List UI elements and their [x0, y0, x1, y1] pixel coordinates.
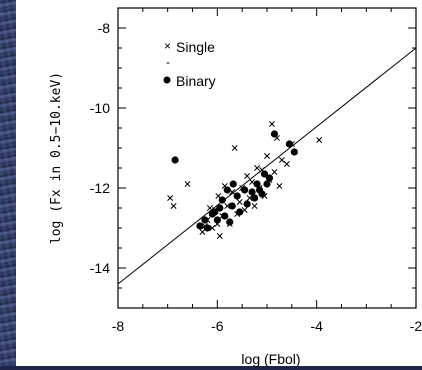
binary-point [270, 130, 279, 138]
single-point-stroke [259, 167, 265, 173]
single-point [209, 225, 216, 231]
x-axis-label: log (Fbol) [241, 351, 300, 367]
single-point-stroke [221, 183, 228, 189]
binary-point [285, 140, 293, 148]
binary-point [211, 208, 219, 216]
single-point [236, 199, 243, 205]
single-point [206, 205, 213, 211]
single-point [264, 153, 270, 159]
single-point-stroke [276, 183, 283, 189]
plot-frame [117, 7, 417, 309]
single-point-stroke [215, 193, 222, 199]
single-point-stroke [273, 135, 280, 141]
single-point [199, 229, 206, 235]
single-point-stroke [231, 145, 238, 151]
single-point-stroke [264, 153, 270, 159]
binary-point [265, 174, 274, 182]
single-point [244, 173, 251, 179]
binary-point [250, 194, 259, 202]
single-point [254, 165, 261, 171]
single-point-stroke [199, 229, 206, 235]
binary-point [229, 180, 237, 188]
single-point-stroke [224, 203, 231, 209]
single-point-stroke [283, 161, 290, 167]
single-point [184, 181, 191, 187]
single-point-stroke [316, 137, 323, 143]
single-point [271, 169, 278, 175]
binary-point [226, 218, 234, 226]
y-tick-label: -14 [90, 260, 110, 276]
legend-single-label: Single [176, 39, 215, 55]
single-point [276, 183, 283, 189]
binary-point [223, 186, 231, 194]
single-point-stroke [249, 179, 256, 185]
binary-point [203, 224, 211, 232]
binary-point [263, 180, 271, 188]
binary-point [248, 188, 256, 196]
x-tick-label: -2 [410, 318, 422, 334]
fit-line [117, 47, 417, 285]
binary-point [171, 156, 179, 164]
single-point [216, 233, 223, 239]
binary-point [253, 180, 261, 188]
x-tick-label: -6 [211, 318, 224, 334]
binary-point [201, 216, 209, 224]
single-point-stroke [251, 203, 258, 209]
single-point-stroke [206, 205, 213, 211]
single-point-stroke [269, 121, 275, 127]
x-tick-label: -4 [310, 318, 323, 334]
binary-point [241, 186, 249, 194]
background-strip [0, 366, 422, 370]
binary-point [196, 222, 204, 230]
y-tick-label: -8 [98, 20, 111, 36]
x-tick-label: -8 [112, 318, 125, 334]
single-point [251, 203, 258, 209]
binary-point [221, 212, 229, 220]
single-point-stroke [244, 173, 251, 179]
single-point-stroke [271, 169, 278, 175]
binary-point [260, 170, 269, 178]
single-point [283, 161, 290, 167]
binary-point [218, 196, 226, 204]
single-point-stroke [246, 195, 253, 201]
legend-binary-label: Binary [176, 73, 216, 89]
single-point [167, 195, 174, 201]
single-point [224, 203, 231, 209]
legend: × Single - Binary [163, 39, 216, 89]
y-axis-label: log (Fx in 0.5−10.keV) [49, 72, 64, 244]
legend-single-marker: × [164, 39, 171, 53]
single-point-stroke [254, 165, 261, 171]
legend-binary-marker [163, 76, 171, 84]
binary-point [216, 204, 224, 212]
single-point-stroke [167, 195, 174, 201]
single-point-stroke [209, 225, 216, 231]
single-point [278, 157, 285, 163]
binary-point [233, 192, 241, 200]
single-point-stroke [184, 181, 191, 187]
y-tick-label: -12 [90, 180, 110, 196]
single-point-stroke [170, 203, 177, 209]
single-point [316, 137, 323, 143]
binary-point [290, 148, 298, 156]
binary-point [243, 200, 251, 208]
y-tick-label: -10 [90, 100, 110, 116]
single-point [246, 195, 253, 201]
single-point-stroke [236, 199, 243, 205]
single-point-stroke [278, 157, 285, 163]
single-point [269, 121, 275, 127]
binary-point [236, 208, 244, 216]
binary-point [213, 216, 221, 224]
single-point [231, 145, 238, 151]
legend-separator: - [166, 55, 170, 69]
binary-point [228, 202, 236, 210]
single-point-stroke [216, 233, 223, 239]
single-point [170, 203, 177, 209]
single-point-stroke [229, 189, 236, 195]
binary-point [258, 190, 266, 198]
